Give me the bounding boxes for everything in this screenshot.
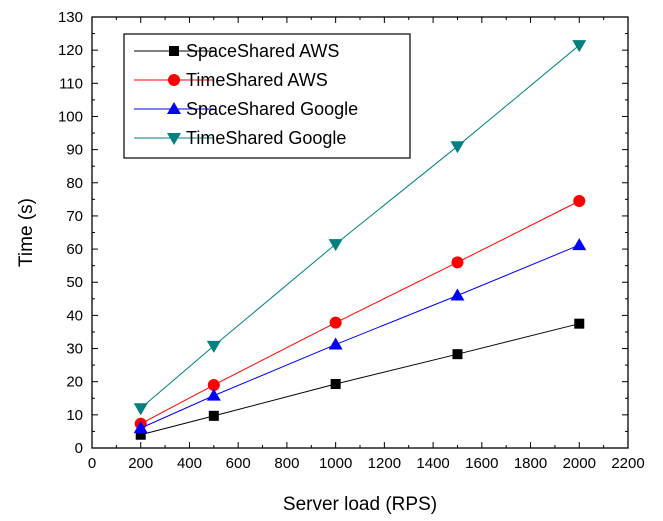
data-point (330, 379, 341, 390)
y-tick-label: 0 (75, 440, 83, 457)
data-point (135, 429, 146, 440)
data-point (574, 318, 585, 329)
data-point (328, 239, 343, 252)
y-tick-label: 110 (59, 75, 83, 92)
legend-marker (167, 102, 181, 114)
legend-label: TimeShared Google (186, 128, 346, 148)
x-tick-label: 2000 (563, 455, 596, 472)
x-axis-title: Server load (RPS) (283, 494, 437, 515)
data-point (133, 421, 148, 434)
data-point (208, 410, 219, 421)
y-tick-label: 130 (58, 9, 83, 26)
data-point (452, 349, 463, 360)
data-point (206, 388, 221, 401)
y-tick-label: 20 (66, 374, 83, 391)
series-line-0 (140, 323, 580, 436)
y-tick-label: 80 (66, 175, 83, 192)
y-tick-label: 60 (66, 241, 83, 258)
x-tick-label: 800 (274, 455, 299, 472)
y-tick-label: 90 (66, 142, 83, 159)
data-point (572, 40, 587, 53)
y-tick-label: 70 (66, 208, 83, 225)
data-point (573, 195, 586, 208)
y-tick-label: 30 (66, 341, 83, 358)
legend-marker (168, 74, 180, 86)
series-line-2 (140, 244, 580, 429)
y-tick-label: 10 (66, 407, 83, 424)
series-group (133, 40, 587, 440)
legend-label: SpaceShared AWS (186, 41, 339, 61)
data-point (133, 403, 148, 416)
data-point (207, 379, 220, 392)
x-tick-label: 600 (226, 455, 251, 472)
data-point (206, 340, 221, 353)
x-tick-label: 2200 (611, 455, 644, 472)
x-tick-label: 200 (128, 455, 153, 472)
x-tick-label: 1400 (416, 455, 449, 472)
ticks-group: 0 200 400 600 800 1000 1200 1400 1600 1800 2000 220… (58, 9, 645, 472)
x-tick-label: 1600 (465, 455, 498, 472)
legend-marker (169, 46, 179, 56)
x-tick-label: 400 (177, 455, 202, 472)
legend-label: TimeShared AWS (186, 70, 328, 90)
x-tick-label: 0 (88, 455, 96, 472)
y-tick-label: 100 (58, 108, 83, 125)
data-point (450, 141, 465, 154)
legend-marker (167, 133, 181, 145)
data-point (450, 288, 465, 301)
data-point (328, 337, 343, 350)
series-line-1 (140, 200, 580, 425)
y-tick-label: 50 (66, 274, 83, 291)
x-tick-label: 1000 (319, 455, 352, 472)
legend: SpaceShared AWS TimeShared AWS SpaceShared… (123, 33, 411, 159)
x-tick-label: 1200 (368, 455, 401, 472)
x-tick-label: 1800 (514, 455, 547, 472)
data-point (572, 238, 587, 251)
y-axis-title: Time (s) (16, 198, 37, 267)
y-tick-label: 120 (58, 42, 83, 59)
data-point (329, 316, 342, 329)
data-point (451, 256, 464, 269)
y-tick-label: 40 (66, 307, 83, 324)
legend-label: SpaceShared Google (186, 99, 358, 119)
